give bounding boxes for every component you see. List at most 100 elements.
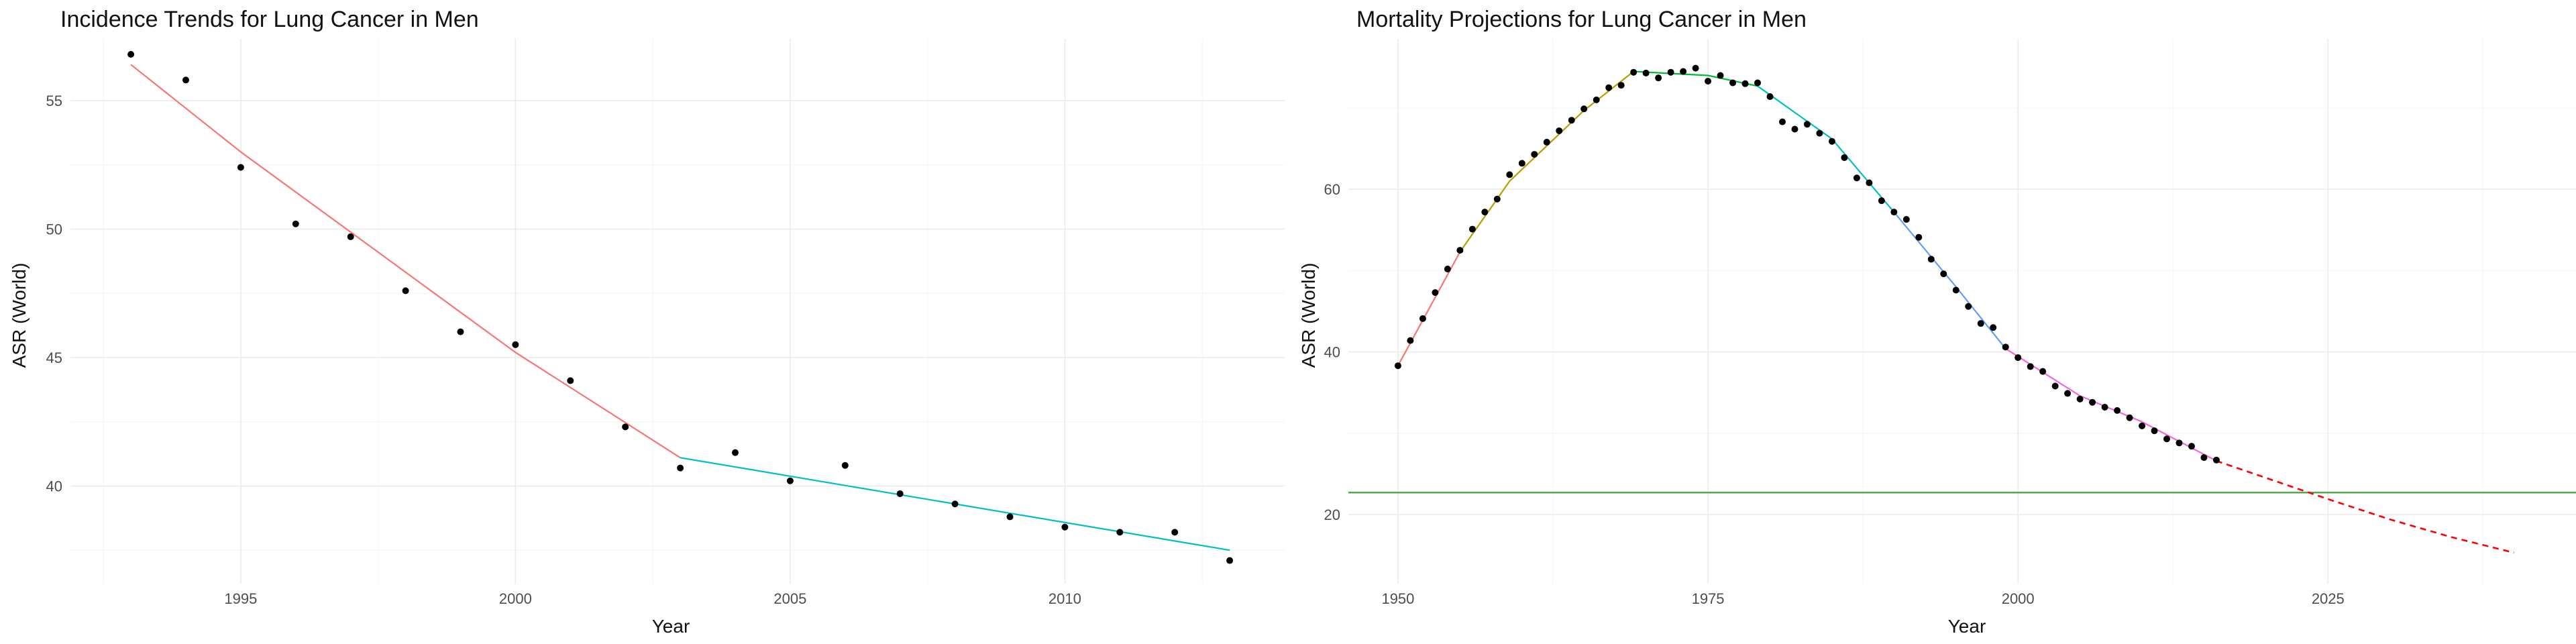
data-point xyxy=(1828,138,1835,145)
data-point xyxy=(2126,414,2133,421)
y-tick-label: 50 xyxy=(46,221,62,237)
fitted-segment-line xyxy=(1633,70,1758,87)
data-point xyxy=(237,164,244,171)
data-point xyxy=(2015,354,2022,362)
data-point xyxy=(1940,270,1947,278)
data-point xyxy=(1729,79,1737,87)
data-point xyxy=(1902,216,1910,223)
data-point xyxy=(1543,138,1550,146)
data-point xyxy=(1717,72,1724,79)
data-point xyxy=(1432,289,1439,297)
grid xyxy=(1348,39,2576,584)
data-point xyxy=(1468,225,1476,233)
data-point xyxy=(347,233,354,240)
data-point xyxy=(1226,557,1234,564)
data-point xyxy=(2139,422,2146,429)
data-point xyxy=(1642,69,1650,76)
data-point xyxy=(1778,118,1786,125)
data-point xyxy=(2212,456,2220,464)
data-point xyxy=(1444,265,1451,272)
data-point xyxy=(2101,404,2108,411)
x-tick-label: 2025 xyxy=(2312,590,2345,607)
data-point xyxy=(1506,171,1513,178)
data-point xyxy=(1841,154,1848,161)
data-point xyxy=(457,328,464,335)
data-point xyxy=(1803,121,1811,128)
data-point xyxy=(1568,117,1575,124)
data-point xyxy=(786,477,794,484)
data-point xyxy=(677,464,684,472)
y-tick-label: 60 xyxy=(1324,181,1340,198)
data-point xyxy=(1965,303,1972,310)
x-tick-label: 2010 xyxy=(1049,590,1081,607)
x-tick-label: 2005 xyxy=(773,590,806,607)
data-point xyxy=(1890,209,1898,216)
fitted-segment-line xyxy=(1757,85,1895,213)
y-tick-label: 55 xyxy=(46,93,62,109)
data-point xyxy=(1493,195,1501,203)
data-point xyxy=(2076,395,2084,402)
data-point xyxy=(2039,368,2047,375)
projection-line xyxy=(2216,460,2514,554)
x-tick-label: 1950 xyxy=(1381,590,1414,607)
y-tick-label: 20 xyxy=(1324,506,1340,523)
data-point xyxy=(1878,197,1885,205)
data-point xyxy=(1593,96,1600,103)
data-point xyxy=(2064,390,2072,397)
data-point xyxy=(2200,454,2208,462)
incidence-panel: Incidence Trends for Lung Cancer in Men … xyxy=(9,7,1285,637)
data-point xyxy=(1061,523,1069,531)
data-point xyxy=(1680,68,1687,75)
chart-title: Mortality Projections for Lung Cancer in… xyxy=(1356,7,1807,32)
x-tick-label: 1995 xyxy=(224,590,257,607)
data-point xyxy=(2051,382,2059,390)
data-point xyxy=(2089,398,2096,406)
data-point xyxy=(2188,443,2195,450)
data-point xyxy=(731,449,739,456)
y-tick-label: 40 xyxy=(46,478,62,494)
x-tick-label: 1975 xyxy=(1692,590,1725,607)
data-point xyxy=(1977,320,1984,327)
fitted-segment-line xyxy=(1893,211,2006,350)
data-point xyxy=(841,462,849,469)
data-point xyxy=(1655,74,1662,82)
y-axis-label: ASR (World) xyxy=(9,263,30,368)
data-point xyxy=(2151,427,2158,435)
x-tick-label: 2000 xyxy=(499,590,532,607)
fitted-segment-line xyxy=(130,64,681,459)
data-point xyxy=(1171,529,1179,536)
data-point xyxy=(1617,82,1625,89)
data-point xyxy=(1481,209,1489,216)
x-tick-label: 2000 xyxy=(2002,590,2035,607)
data-point xyxy=(1394,362,1401,370)
data-point xyxy=(2163,435,2170,443)
data-point xyxy=(1456,247,1464,254)
data-point xyxy=(1741,80,1749,87)
data-point xyxy=(2027,363,2034,370)
data-point xyxy=(1705,78,1712,85)
data-point xyxy=(1853,174,1860,182)
chart-title: Incidence Trends for Lung Cancer in Men xyxy=(60,7,479,32)
data-point xyxy=(1990,324,1997,331)
y-tick-label: 45 xyxy=(46,350,62,366)
data-point xyxy=(1915,233,1923,241)
fitted-segment-line xyxy=(2005,347,2217,462)
data-point xyxy=(951,500,959,508)
data-point xyxy=(1407,337,1414,344)
data-point xyxy=(1766,93,1774,101)
data-point xyxy=(1006,513,1014,521)
data-point xyxy=(1531,151,1538,158)
data-point xyxy=(1754,79,1761,87)
data-point xyxy=(1791,125,1799,133)
data-point xyxy=(1116,529,1124,536)
data-point xyxy=(2002,343,2009,351)
data-point xyxy=(512,341,519,348)
data-point xyxy=(1419,315,1426,322)
data-point xyxy=(292,220,299,227)
data-point xyxy=(1630,68,1638,76)
data-point xyxy=(567,377,574,384)
x-axis-label: Year xyxy=(652,616,690,637)
data-point xyxy=(1667,68,1674,76)
data-point xyxy=(1927,256,1935,263)
